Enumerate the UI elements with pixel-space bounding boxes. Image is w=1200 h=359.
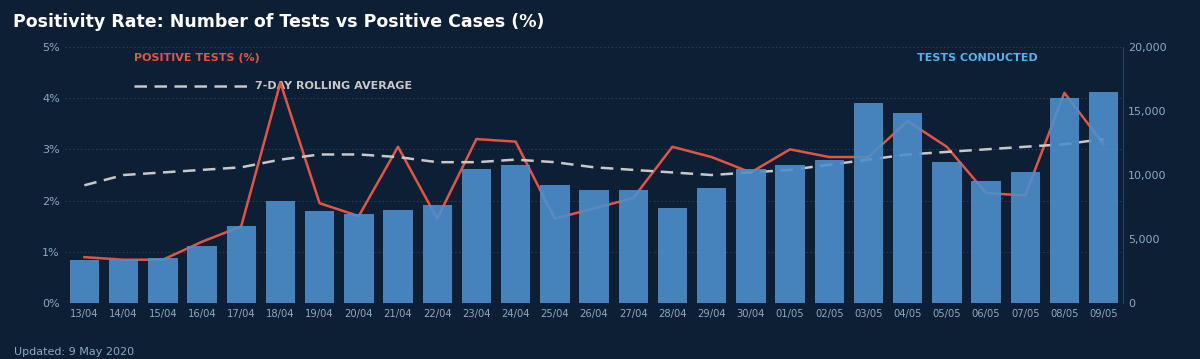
Bar	[893, 113, 923, 303]
Bar	[344, 214, 373, 303]
Bar	[109, 260, 138, 303]
Text: Positivity Rate: Number of Tests vs Positive Cases (%): Positivity Rate: Number of Tests vs Posi…	[13, 13, 545, 31]
Bar	[187, 246, 217, 303]
Bar	[932, 162, 961, 303]
Text: TESTS CONDUCTED: TESTS CONDUCTED	[917, 53, 1038, 63]
Bar	[305, 211, 335, 303]
Bar	[540, 185, 570, 303]
Bar	[736, 169, 766, 303]
Bar	[697, 188, 726, 303]
Bar	[815, 160, 844, 303]
Bar	[580, 190, 608, 303]
Bar	[265, 201, 295, 303]
Text: Updated: 9 May 2020: Updated: 9 May 2020	[14, 347, 134, 357]
Bar	[70, 260, 100, 303]
Bar	[658, 208, 688, 303]
Text: 7-DAY ROLLING AVERAGE: 7-DAY ROLLING AVERAGE	[256, 81, 413, 92]
Bar	[971, 181, 1001, 303]
Bar	[1050, 98, 1079, 303]
Bar	[227, 227, 256, 303]
Bar	[462, 169, 491, 303]
Bar	[148, 258, 178, 303]
Bar	[853, 103, 883, 303]
Bar	[1010, 172, 1040, 303]
Bar	[422, 205, 452, 303]
Bar	[383, 210, 413, 303]
Text: POSITIVE TESTS (%): POSITIVE TESTS (%)	[133, 53, 259, 63]
Bar	[618, 190, 648, 303]
Bar	[775, 165, 805, 303]
Bar	[1088, 92, 1118, 303]
Bar	[500, 165, 530, 303]
